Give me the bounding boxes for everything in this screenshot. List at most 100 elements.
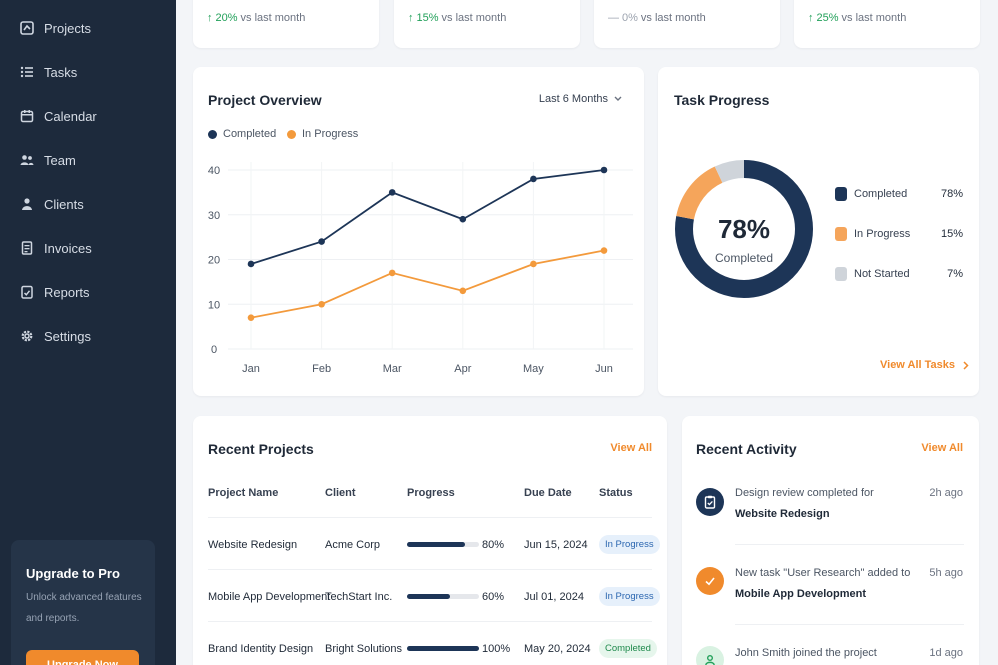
divider <box>735 544 964 545</box>
stat-change-suffix: vs last month <box>841 12 907 24</box>
upgrade-title: Upgrade to Pro <box>26 566 120 581</box>
progress-value: 60% <box>482 591 505 603</box>
sidebar-item-projects[interactable]: Projects <box>0 10 176 46</box>
project-client: Acme Corp <box>325 539 381 551</box>
divider <box>735 624 964 625</box>
stat-change-suffix: vs last month <box>640 12 706 24</box>
task-progress-card: Task Progress 78% Completed Completed 78… <box>658 67 979 396</box>
view-all-projects-link[interactable]: View All <box>610 442 652 454</box>
activity-description: New task "User Research" added to <box>735 567 911 579</box>
donut-center-value: 78% <box>717 214 771 244</box>
progress-bar <box>407 542 479 547</box>
column-header: Client <box>325 487 356 499</box>
sidebar-item-tasks[interactable]: Tasks <box>0 54 176 90</box>
data-point <box>530 260 537 268</box>
link-label: View All Tasks <box>880 359 956 371</box>
sidebar-item-label: Projects <box>44 20 91 36</box>
y-tick-label: 30 <box>208 210 220 222</box>
arrow-up-icon: ↑ <box>808 12 814 24</box>
due-date: May 20, 2024 <box>524 643 591 655</box>
x-tick-label: Apr <box>454 363 471 375</box>
user-icon <box>696 646 724 665</box>
sidebar-item-team[interactable]: Team <box>0 142 176 178</box>
sidebar-item-label: Invoices <box>44 240 92 256</box>
project-name: Mobile App Development <box>208 591 331 603</box>
arrow-up-icon: ↑ <box>207 12 213 24</box>
stat-change-suffix: vs last month <box>240 12 306 24</box>
activity-time: 1d ago <box>929 647 963 659</box>
arrow-up-icon: ↑ <box>408 12 414 24</box>
donut-segment <box>675 160 813 298</box>
due-date: Jul 01, 2024 <box>524 591 584 603</box>
data-point <box>459 215 467 223</box>
legend-label: Completed <box>854 188 908 200</box>
status-badge: In Progress <box>599 535 660 554</box>
activity-target: Website Redesign <box>735 508 830 520</box>
due-date: Jun 15, 2024 <box>524 539 588 551</box>
legend-label: In Progress <box>302 128 359 140</box>
sidebar-item-label: Tasks <box>44 64 78 80</box>
clipboard-icon <box>696 488 724 516</box>
legend-swatch <box>835 227 847 241</box>
stat-card: — 0% vs last month <box>594 0 780 48</box>
data-point <box>247 314 255 321</box>
view-all-activity-link[interactable]: View All <box>921 442 963 454</box>
dash-icon: — <box>608 12 619 24</box>
upgrade-text: Unlock advanced features and reports. <box>26 592 142 624</box>
stat-change: ↑ 15% vs last month <box>408 12 506 24</box>
sidebar-item-label: Clients <box>44 196 84 212</box>
recent-activity-title: Recent Activity <box>696 441 797 457</box>
stat-change: ↑ 20% vs last month <box>207 12 305 24</box>
recent-projects-card: Recent Projects View All Project Name Cl… <box>193 416 667 665</box>
activity-description: John Smith joined the project <box>735 647 877 659</box>
activity-description: Design review completed for <box>735 487 874 499</box>
stat-change: ↑ 25% vs last month <box>808 12 906 24</box>
sidebar-item-clients[interactable]: Clients <box>0 186 176 222</box>
y-tick-label: 20 <box>208 255 220 267</box>
legend-in-progress: In Progress <box>287 128 358 140</box>
data-point <box>318 238 325 245</box>
stat-change-value: 0% <box>622 12 638 24</box>
range-value: Last 6 Months <box>538 93 608 105</box>
x-tick-label: Feb <box>312 363 331 375</box>
progress-fill <box>407 594 451 599</box>
stat-change-value: 25% <box>816 12 839 24</box>
stat-change-value: 20% <box>215 12 238 24</box>
upgrade-button[interactable]: Upgrade Now <box>26 650 139 665</box>
legend-swatch <box>835 267 847 281</box>
column-header: Due Date <box>524 487 572 499</box>
view-all-tasks-link[interactable]: View All Tasks <box>880 359 969 371</box>
settings-icon <box>20 329 34 343</box>
data-point <box>459 287 467 295</box>
stat-card: ↑ 25% vs last month <box>794 0 980 48</box>
series-line <box>250 169 605 265</box>
project-name: Website Redesign <box>208 539 298 551</box>
stat-change-value: 15% <box>416 12 439 24</box>
y-tick-label: 10 <box>208 299 220 311</box>
status-badge: Completed <box>599 639 657 658</box>
progress-fill <box>407 646 479 651</box>
overview-title: Project Overview <box>208 92 322 108</box>
project-overview-card: Project Overview Last 6 Months Completed… <box>193 67 644 396</box>
legend-dot <box>287 129 296 139</box>
sidebar-item-reports[interactable]: Reports <box>0 274 176 310</box>
data-point <box>388 269 396 277</box>
sidebar-item-calendar[interactable]: Calendar <box>0 98 176 134</box>
column-header: Progress <box>407 487 455 499</box>
legend-pct: 7% <box>947 268 963 280</box>
sidebar-item-invoices[interactable]: Invoices <box>0 230 176 266</box>
activity-text: New task "User Research" added to Mobile… <box>735 563 935 605</box>
legend-label: Completed <box>223 128 277 140</box>
recent-activity-card: Recent Activity View All Design review c… <box>682 416 979 665</box>
progress-bar <box>407 646 479 651</box>
range-dropdown[interactable]: Last 6 Months <box>539 93 622 105</box>
legend-label: Not Started <box>854 268 910 280</box>
x-tick-label: Jan <box>242 363 260 375</box>
y-tick-label: 40 <box>208 165 220 177</box>
progress-fill <box>407 542 465 547</box>
progress-value: 100% <box>482 643 511 655</box>
legend-pct: 78% <box>940 188 963 200</box>
sidebar-item-settings[interactable]: Settings <box>0 318 176 354</box>
data-point <box>600 166 608 174</box>
line-chart: 0 10 20 30 40 Jan Feb Mar Apr May Jun <box>208 162 633 375</box>
